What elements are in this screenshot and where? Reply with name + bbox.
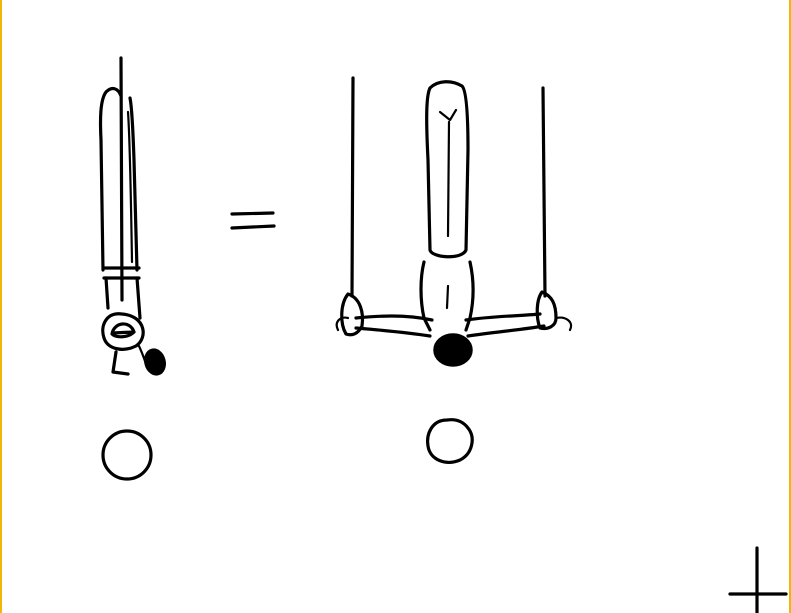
legs-outline-front [98,86,123,272]
rope-right [541,86,547,298]
torso-outline [104,276,142,320]
equals-sign-icon [230,211,276,230]
grip-hands [110,322,136,339]
ring-left [340,292,365,337]
gymnast-side-view-icon [98,56,166,376]
ring-outline [101,312,145,351]
arm-right [464,312,546,338]
frame-border-right [789,0,791,613]
legs-outline-back [128,96,139,272]
circle-mark-icon [101,429,153,481]
waist-band [102,266,141,280]
legs-inner-line [126,110,134,264]
neck-stroke [136,342,148,366]
legs-detail [438,108,458,238]
circle-mark-icon [426,418,474,464]
crosshair-icon [728,546,788,613]
head-icon [433,333,473,367]
ring-right [535,290,558,331]
hand-strokes [335,316,573,332]
arm-stroke [111,350,130,376]
arm-left [354,314,434,338]
rope-left [350,76,355,298]
legs-block [425,80,470,259]
gymnast-front-view-icon [335,76,573,367]
frame-border-left [0,0,2,613]
rope-line [119,56,124,302]
torso-line [445,284,450,310]
